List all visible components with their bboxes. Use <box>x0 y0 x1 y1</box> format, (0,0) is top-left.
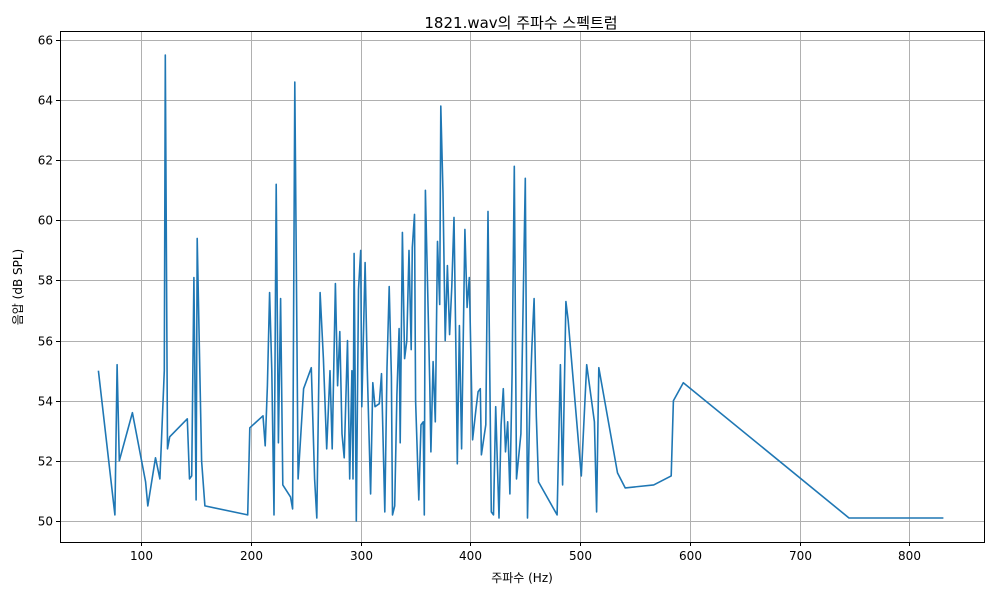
plot-area <box>97 54 944 522</box>
y-axis-label: 음압 (dB SPL) <box>11 249 25 325</box>
y-tick-label: 50 <box>38 515 53 529</box>
y-tick-label: 56 <box>38 335 53 349</box>
x-tick-label: 400 <box>459 549 482 563</box>
y-tick-label: 52 <box>38 455 53 469</box>
grid <box>60 31 984 542</box>
x-tick-label: 500 <box>569 549 592 563</box>
x-tick-label: 800 <box>898 549 921 563</box>
y-tick-label: 62 <box>38 154 53 168</box>
x-tick-label: 200 <box>240 549 263 563</box>
plot-frame <box>60 31 985 543</box>
y-tick-label: 64 <box>38 94 53 108</box>
x-tick-label: 700 <box>789 549 812 563</box>
y-axis: 50 52 54 56 58 60 62 64 66 <box>38 34 60 529</box>
x-tick-label: 600 <box>679 549 702 563</box>
y-tick-label: 54 <box>38 395 53 409</box>
y-tick-label: 58 <box>38 274 53 288</box>
x-tick-label: 100 <box>130 549 153 563</box>
chart-title: 1821.wav의 주파수 스펙트럼 <box>424 14 617 32</box>
x-axis-label: 주파수 (Hz) <box>491 571 553 585</box>
y-tick-label: 60 <box>38 214 53 228</box>
y-tick-label: 66 <box>38 34 53 48</box>
x-tick-label: 300 <box>350 549 373 563</box>
x-axis: 100 200 300 400 500 600 700 800 <box>130 542 921 563</box>
series-line <box>97 54 944 522</box>
